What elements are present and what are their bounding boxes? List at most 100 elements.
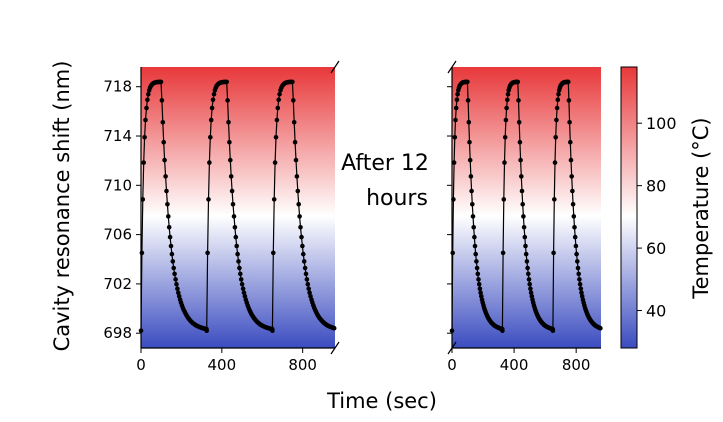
- right-data-point: [503, 117, 509, 123]
- left-data-point: [236, 259, 241, 264]
- right-data-point: [501, 197, 507, 202]
- left-data-point: [270, 328, 275, 334]
- right-data-point: [568, 157, 574, 163]
- right-data-point: [476, 281, 482, 287]
- right-data-point: [598, 325, 603, 331]
- right-data-point: [453, 117, 458, 123]
- right-data-point: [575, 265, 581, 271]
- right-data-point: [579, 290, 584, 296]
- right-data-point: [516, 98, 521, 103]
- left-data-point: [235, 251, 240, 257]
- left-data-point: [304, 277, 310, 282]
- right-data-point: [567, 120, 572, 125]
- y-axis-title: Cavity resonance shift (nm): [50, 61, 74, 352]
- left-data-point: [301, 251, 306, 257]
- left-panel-background: [141, 67, 335, 348]
- left-data-point: [139, 250, 145, 256]
- right-panel-data: [449, 79, 603, 334]
- after-12-hours-annotation: After 12 hours: [341, 151, 429, 211]
- left-data-point: [204, 328, 209, 334]
- right-data-point: [573, 243, 579, 249]
- left-data-point: [277, 91, 282, 97]
- right-data-point: [473, 251, 479, 257]
- left-data-point: [233, 234, 239, 240]
- left-data-point: [306, 286, 312, 292]
- left-data-point: [273, 135, 279, 140]
- left-data-point: [143, 117, 148, 123]
- left-data-point: [208, 117, 214, 123]
- left-data-point: [299, 234, 304, 240]
- colorbar-tick-label: 60: [646, 239, 666, 258]
- right-panel-axes: 0 400 800: [447, 60, 601, 374]
- right-data-point: [577, 277, 582, 282]
- left-data-point: [271, 197, 277, 202]
- colorbar-title: Temperature (°C): [689, 117, 713, 299]
- left-data-point: [237, 265, 242, 271]
- left-data-point: [169, 251, 175, 257]
- axis-break-mark: [330, 60, 340, 74]
- left-data-point: [210, 97, 216, 103]
- left-panel-data: [138, 79, 337, 334]
- left-data-point: [176, 290, 181, 296]
- left-data-point: [161, 139, 166, 145]
- right-data-point: [453, 105, 459, 111]
- left-data-point: [234, 243, 239, 249]
- right-data-point: [525, 265, 530, 271]
- right-data-point: [502, 160, 507, 165]
- right-data-point: [528, 290, 534, 296]
- right-data-point: [469, 188, 474, 194]
- left-data-point: [300, 243, 305, 249]
- left-data-point: [207, 160, 212, 165]
- right-data-point: [454, 97, 460, 103]
- left-data-point: [274, 117, 280, 123]
- right-data-point: [572, 234, 578, 240]
- right-data-point: [515, 79, 521, 85]
- y-tick-label: 710: [103, 176, 132, 194]
- right-data-point: [455, 91, 460, 97]
- right-data-point: [471, 225, 477, 230]
- left-data-point: [168, 243, 174, 249]
- left-data-point: [205, 250, 210, 256]
- right-data-point: [505, 91, 511, 97]
- left-data-point: [238, 271, 243, 277]
- left-data-point: [231, 214, 237, 219]
- right-data-point: [555, 97, 561, 103]
- right-data-point: [578, 286, 584, 292]
- left-data-point: [295, 188, 301, 194]
- right-x-tick-label: 800: [562, 356, 591, 374]
- left-data-point: [291, 120, 297, 125]
- left-x-tick-label: 800: [288, 356, 317, 374]
- right-data-point: [523, 251, 529, 257]
- right-data-point: [505, 97, 510, 103]
- left-data-point: [230, 202, 236, 207]
- x-axis-title: Time (sec): [326, 389, 437, 413]
- left-data-point: [228, 174, 234, 179]
- colorbar: [620, 66, 638, 349]
- left-data-point: [238, 277, 244, 282]
- left-data-point: [206, 197, 211, 202]
- left-data-point: [229, 188, 235, 194]
- right-data-point: [523, 243, 528, 249]
- axis-break-mark: [447, 60, 457, 74]
- left-data-point: [165, 202, 170, 207]
- right-data-point: [465, 79, 470, 85]
- right-data-point: [551, 250, 556, 256]
- left-data-point: [331, 325, 337, 331]
- left-data-point: [170, 259, 176, 264]
- right-data-point: [575, 259, 580, 264]
- right-data-point: [517, 139, 523, 145]
- right-data-point: [519, 188, 525, 194]
- left-data-point: [144, 105, 149, 111]
- right-data-point: [553, 135, 558, 140]
- right-data-point: [475, 271, 481, 277]
- left-data-point: [159, 98, 165, 103]
- left-data-point: [224, 79, 229, 85]
- left-panel-axes: 0 400 800 698 702 706 710 714 718: [103, 60, 340, 374]
- right-data-point: [451, 160, 457, 165]
- right-data-point: [518, 157, 523, 163]
- left-data-point: [232, 225, 238, 230]
- left-data-point: [140, 197, 146, 202]
- left-data-point: [163, 174, 168, 179]
- left-data-point: [166, 225, 172, 230]
